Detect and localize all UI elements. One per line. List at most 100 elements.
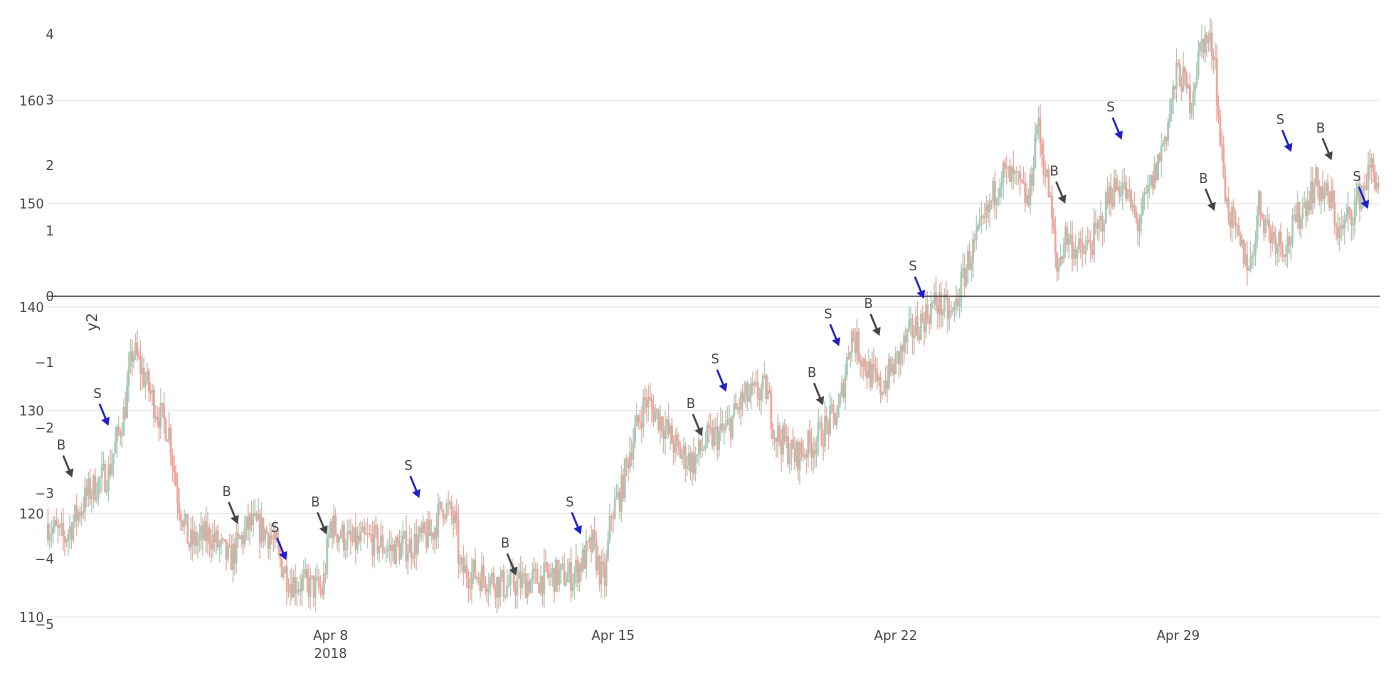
signal-label: B [1050, 165, 1059, 180]
candle-body [218, 544, 221, 548]
candle-body [1289, 243, 1292, 246]
candle-body [852, 331, 855, 341]
candle-body [1242, 239, 1245, 265]
candle-body [1072, 249, 1075, 259]
signal-arrow-head [509, 566, 518, 576]
candle-body [1172, 86, 1175, 100]
candle-body [1027, 195, 1030, 206]
candle-body [346, 532, 349, 550]
candle-body [494, 586, 497, 598]
candle-body [1298, 201, 1301, 229]
candle-body [329, 521, 332, 535]
candle-body [882, 392, 885, 394]
candle-body [1130, 189, 1133, 208]
buy-signal: B [1316, 121, 1333, 161]
candle-body [1268, 219, 1270, 228]
candle-body [642, 397, 645, 428]
signal-arrow-shaft [1281, 129, 1291, 148]
candle-body [983, 216, 986, 219]
candle-body [1146, 185, 1149, 193]
candle-body [1022, 181, 1025, 184]
candle-body [369, 533, 372, 536]
candle-body [403, 531, 406, 537]
candle-body [1291, 215, 1294, 244]
candle-body [995, 198, 998, 206]
candle-body [1325, 182, 1328, 192]
candle-body [840, 382, 843, 395]
candle-body [1195, 76, 1198, 85]
candle-body [442, 509, 445, 518]
candle-body [847, 356, 850, 359]
candle-body [926, 304, 929, 319]
candle-body [1061, 256, 1064, 260]
candle-body [361, 526, 364, 532]
candle-body [526, 581, 529, 599]
y2-tick-label: 4 [46, 28, 54, 43]
candle-body [1373, 172, 1376, 190]
candle-body [1227, 198, 1230, 221]
candle-body [450, 502, 453, 516]
candle-body [729, 418, 732, 438]
candle-body [1094, 222, 1097, 227]
candle-body [277, 541, 280, 549]
candle-body [546, 562, 549, 573]
candle-body [1318, 185, 1321, 202]
candle-body [78, 511, 81, 517]
y2-axis-ticks: −5 −4 −3 −2 −1 0 1 2 3 4 [35, 28, 54, 633]
buy-signal: B [57, 439, 74, 478]
candle-body [304, 569, 307, 574]
candle-body [193, 532, 196, 546]
candle-body [728, 418, 731, 420]
candle-body [713, 429, 715, 447]
candle-body [1121, 184, 1124, 196]
candle-body [109, 464, 112, 475]
candle-body [378, 546, 381, 553]
candle-body [744, 383, 747, 395]
candle-body [805, 454, 808, 458]
candle-body [940, 292, 943, 316]
candle-body [726, 419, 729, 426]
candle-body [321, 589, 324, 595]
candle-body [290, 584, 293, 598]
candle-body [121, 435, 123, 437]
signal-arrow-head [319, 525, 328, 535]
x-tick-label: Apr 22 [874, 629, 917, 644]
candle-body [1236, 225, 1239, 227]
buy-signal: B [501, 537, 518, 576]
candle-body [625, 458, 628, 461]
candle-body [780, 440, 783, 455]
signal-arrow-shaft [1204, 188, 1214, 207]
candle-body [242, 535, 245, 545]
candle-body [1143, 192, 1146, 196]
buy-signal: B [311, 495, 328, 535]
candle-body [146, 370, 149, 382]
candle-body [215, 530, 218, 543]
candle-body [696, 454, 699, 457]
candle-body [549, 573, 552, 578]
signal-arrow-shaft [829, 323, 839, 342]
candle-body [664, 426, 667, 440]
candle-body [151, 389, 154, 394]
candle-body [454, 511, 456, 524]
candle-body [662, 431, 665, 440]
candle-body [670, 425, 673, 444]
candle-body [871, 363, 874, 388]
candle-body [1035, 126, 1038, 135]
signal-arrow-shaft [1055, 181, 1065, 200]
candle-body [585, 541, 588, 569]
candle-body [987, 204, 990, 213]
candle-body [1343, 219, 1346, 229]
candle-body [835, 416, 838, 425]
candle-body [300, 577, 303, 592]
candle-body [152, 389, 155, 419]
candle-body [147, 370, 150, 392]
candle-body [331, 521, 334, 539]
candle-body [82, 511, 85, 513]
candle-body [1348, 207, 1351, 212]
candle-body [913, 335, 916, 339]
candle-body [1229, 220, 1232, 227]
candle-body [765, 375, 768, 400]
candle-body [977, 225, 980, 231]
candle-body [1316, 167, 1319, 186]
candle-body [704, 444, 707, 449]
